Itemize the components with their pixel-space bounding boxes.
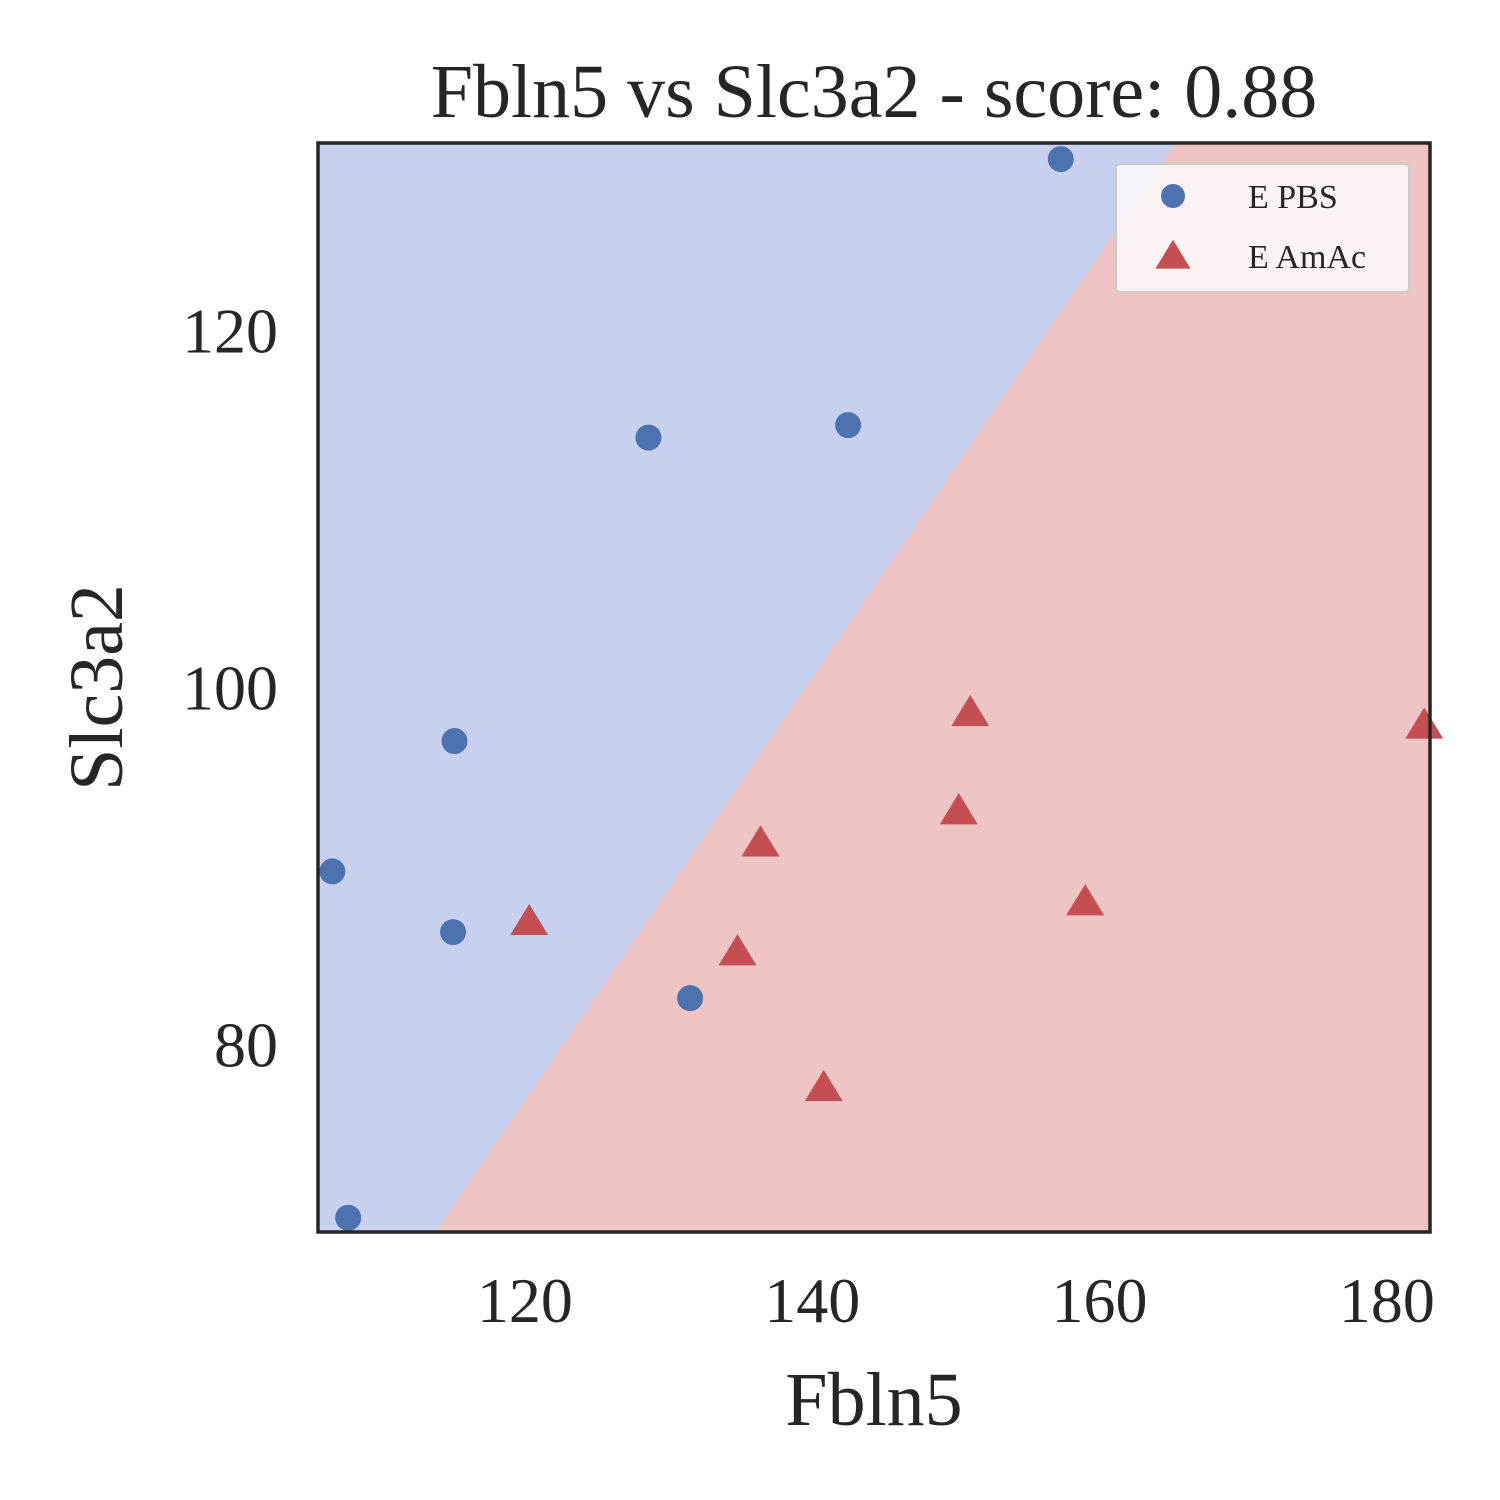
legend-box bbox=[1115, 163, 1410, 293]
chart-title: Fbln5 vs Slc3a2 - score: 0.88 bbox=[431, 50, 1318, 134]
point-e-amac bbox=[1405, 707, 1444, 739]
point-e-pbs bbox=[441, 728, 468, 755]
point-e-amac bbox=[939, 793, 978, 825]
legend-marker bbox=[1161, 184, 1185, 208]
y-tick-label: 80 bbox=[214, 1010, 278, 1081]
x-tick-label: 160 bbox=[1052, 1265, 1148, 1336]
point-e-pbs bbox=[635, 424, 662, 451]
point-e-pbs bbox=[1047, 146, 1074, 173]
point-e-amac bbox=[951, 694, 990, 727]
point-e-amac bbox=[718, 934, 757, 966]
x-axis-label: Fbln5 bbox=[785, 1358, 962, 1442]
x-tick-label: 140 bbox=[764, 1265, 860, 1336]
point-e-pbs bbox=[677, 985, 704, 1012]
x-tick-label: 180 bbox=[1339, 1265, 1435, 1336]
axis-ticks: 120 140 160 180 80 100 120 bbox=[182, 295, 1435, 1336]
region-e-pbs bbox=[318, 143, 1176, 1232]
y-axis-label: Slc3a2 bbox=[55, 584, 139, 791]
legend: E PBS E AmAc bbox=[1115, 163, 1410, 293]
point-e-pbs bbox=[335, 1204, 362, 1231]
y-tick-label: 100 bbox=[182, 653, 278, 724]
point-e-pbs bbox=[319, 858, 346, 885]
plot-frame bbox=[316, 141, 1432, 1234]
point-e-amac bbox=[804, 1069, 843, 1102]
legend-label: E PBS bbox=[1248, 179, 1338, 216]
legend-marker bbox=[1155, 239, 1191, 269]
plot-background bbox=[318, 143, 1430, 1232]
point-e-amac bbox=[741, 825, 780, 857]
data-points bbox=[319, 146, 1444, 1231]
y-tick-label: 120 bbox=[182, 295, 278, 366]
point-e-pbs bbox=[440, 919, 467, 946]
legend-label: E AmAc bbox=[1248, 239, 1366, 276]
point-e-amac bbox=[510, 903, 549, 936]
point-e-amac bbox=[1066, 884, 1105, 916]
point-e-pbs bbox=[835, 412, 862, 439]
x-tick-label: 120 bbox=[477, 1265, 573, 1336]
